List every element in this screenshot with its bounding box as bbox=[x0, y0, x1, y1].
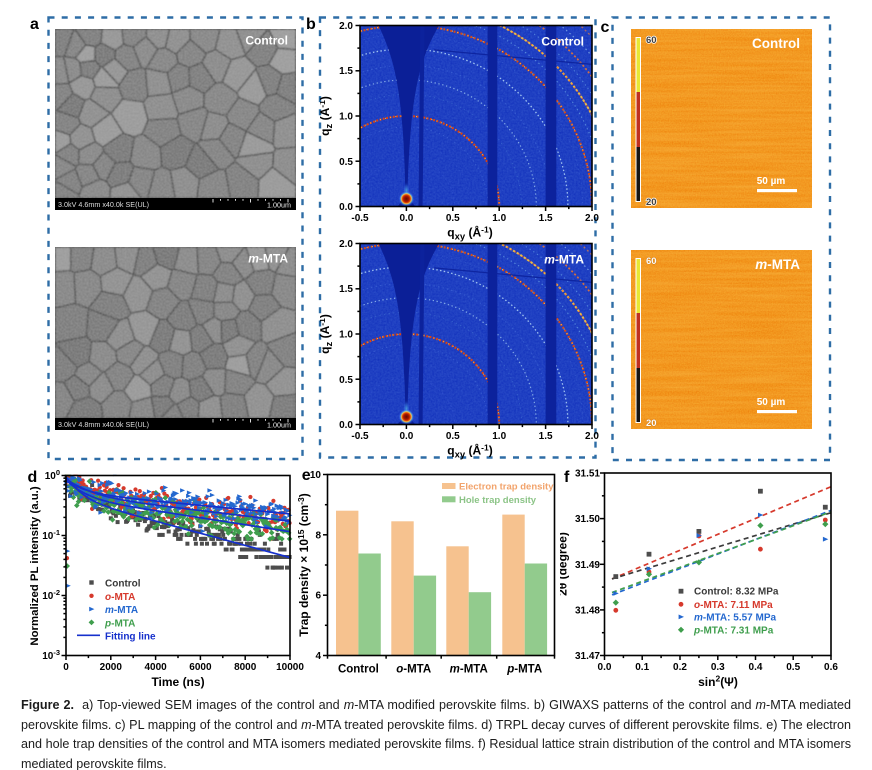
svg-text:Trap density × 1015 (cm-3): Trap density × 1015 (cm-3) bbox=[296, 493, 311, 636]
svg-text:60: 60 bbox=[646, 256, 657, 267]
svg-text:1.0: 1.0 bbox=[492, 431, 506, 442]
svg-text:m-MTA: m-MTA bbox=[248, 252, 288, 266]
svg-text:2θ (degree): 2θ (degree) bbox=[560, 532, 570, 596]
svg-text:0.0: 0.0 bbox=[339, 420, 353, 431]
svg-text:1.00um: 1.00um bbox=[267, 200, 291, 209]
svg-text:1.0: 1.0 bbox=[339, 112, 353, 123]
svg-text:10: 10 bbox=[310, 470, 322, 481]
svg-text:0: 0 bbox=[63, 662, 69, 673]
svg-text:0.6: 0.6 bbox=[824, 662, 838, 673]
svg-text:0.5: 0.5 bbox=[446, 213, 460, 224]
svg-text:50 µm: 50 µm bbox=[757, 176, 786, 187]
svg-text:Control: Control bbox=[245, 33, 288, 47]
svg-text:10000: 10000 bbox=[276, 662, 304, 673]
svg-text:0.1: 0.1 bbox=[635, 662, 649, 673]
svg-text:m-MTA: m-MTA bbox=[450, 664, 488, 676]
svg-text:sin2(Ψ): sin2(Ψ) bbox=[698, 674, 738, 690]
svg-text:o-MTA: 7.11 MPa: o-MTA: 7.11 MPa bbox=[694, 600, 773, 611]
svg-text:3.0kV 4.6mm x40.0k SE(UL): 3.0kV 4.6mm x40.0k SE(UL) bbox=[58, 200, 149, 209]
svg-text:0.5: 0.5 bbox=[339, 157, 353, 168]
svg-text:o-MTA: o-MTA bbox=[105, 592, 135, 603]
svg-text:m-MTA: 5.57 MPa: m-MTA: 5.57 MPa bbox=[694, 612, 777, 623]
svg-text:4000: 4000 bbox=[144, 662, 167, 673]
svg-text:0.5: 0.5 bbox=[786, 662, 800, 673]
svg-text:Control: Control bbox=[752, 36, 800, 51]
svg-text:o-MTA: o-MTA bbox=[396, 664, 431, 676]
svg-text:-0.5: -0.5 bbox=[351, 431, 369, 442]
svg-text:0.0: 0.0 bbox=[598, 662, 612, 673]
svg-text:10-3: 10-3 bbox=[42, 648, 60, 662]
svg-text:p-MTA: p-MTA bbox=[104, 618, 135, 629]
svg-text:m-MTA: m-MTA bbox=[755, 257, 800, 272]
svg-text:1.00um: 1.00um bbox=[267, 421, 291, 430]
svg-text:100: 100 bbox=[45, 468, 60, 482]
svg-text:Hole trap density: Hole trap density bbox=[459, 495, 537, 506]
svg-text:50 µm: 50 µm bbox=[757, 397, 786, 408]
svg-text:p-MTA: 7.31 MPa: p-MTA: 7.31 MPa bbox=[693, 625, 774, 636]
svg-text:Control: Control bbox=[541, 35, 584, 49]
svg-text:1.0: 1.0 bbox=[339, 329, 353, 340]
svg-text:2.0: 2.0 bbox=[585, 431, 599, 442]
svg-text:4: 4 bbox=[315, 651, 321, 662]
svg-text:6000: 6000 bbox=[189, 662, 212, 673]
svg-text:2.0: 2.0 bbox=[585, 213, 599, 224]
svg-text:1.5: 1.5 bbox=[539, 431, 553, 442]
svg-text:0.5: 0.5 bbox=[446, 431, 460, 442]
svg-text:6: 6 bbox=[315, 591, 321, 602]
svg-text:qz (Å-1): qz (Å-1) bbox=[320, 96, 335, 136]
svg-text:2.0: 2.0 bbox=[339, 21, 353, 32]
svg-text:m-MTA: m-MTA bbox=[544, 252, 584, 266]
svg-text:31.50: 31.50 bbox=[575, 514, 600, 525]
svg-text:31.48: 31.48 bbox=[575, 605, 600, 616]
svg-text:31.51: 31.51 bbox=[575, 469, 600, 480]
svg-text:qz (Å-1): qz (Å-1) bbox=[320, 314, 335, 354]
svg-text:Control: 8.32 MPa: Control: 8.32 MPa bbox=[694, 587, 779, 598]
svg-text:m-MTA: m-MTA bbox=[105, 605, 138, 616]
svg-text:0.5: 0.5 bbox=[339, 374, 353, 385]
svg-text:0.0: 0.0 bbox=[339, 202, 353, 213]
svg-text:1.5: 1.5 bbox=[339, 66, 353, 77]
svg-text:3.0kV 4.8mm x40.0k SE(UL): 3.0kV 4.8mm x40.0k SE(UL) bbox=[58, 420, 149, 429]
svg-text:60: 60 bbox=[646, 35, 657, 46]
svg-text:Control: Control bbox=[338, 664, 379, 676]
svg-text:p-MTA: p-MTA bbox=[506, 664, 542, 676]
svg-text:2000: 2000 bbox=[100, 662, 123, 673]
svg-text:8: 8 bbox=[315, 530, 321, 541]
svg-text:qxy (Å-1): qxy (Å-1) bbox=[447, 442, 492, 460]
svg-text:Fitting line: Fitting line bbox=[105, 631, 156, 642]
svg-text:0.4: 0.4 bbox=[749, 662, 763, 673]
svg-text:0.2: 0.2 bbox=[673, 662, 687, 673]
svg-text:0.0: 0.0 bbox=[399, 213, 413, 224]
svg-text:31.49: 31.49 bbox=[575, 560, 600, 571]
svg-text:31.47: 31.47 bbox=[575, 651, 600, 662]
svg-text:0.3: 0.3 bbox=[711, 662, 725, 673]
svg-text:0.0: 0.0 bbox=[399, 431, 413, 442]
svg-text:1.5: 1.5 bbox=[539, 213, 553, 224]
svg-text:10-2: 10-2 bbox=[42, 588, 60, 602]
svg-text:Control: Control bbox=[105, 579, 141, 590]
svg-text:Normalized PL intensity (a.u.): Normalized PL intensity (a.u.) bbox=[29, 486, 41, 645]
svg-text:20: 20 bbox=[646, 418, 657, 429]
svg-text:20: 20 bbox=[646, 197, 657, 208]
svg-text:8000: 8000 bbox=[234, 662, 257, 673]
svg-text:1.0: 1.0 bbox=[492, 213, 506, 224]
svg-text:Electron trap density: Electron trap density bbox=[459, 482, 554, 493]
svg-text:10-1: 10-1 bbox=[42, 528, 60, 542]
svg-text:1.5: 1.5 bbox=[339, 284, 353, 295]
svg-text:Time (ns): Time (ns) bbox=[151, 675, 204, 689]
svg-text:-0.5: -0.5 bbox=[351, 213, 369, 224]
svg-text:2.0: 2.0 bbox=[339, 239, 353, 250]
